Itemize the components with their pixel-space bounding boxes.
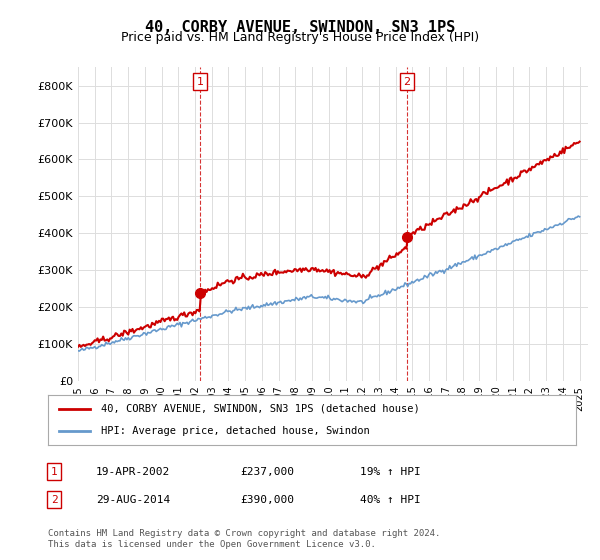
Text: Price paid vs. HM Land Registry's House Price Index (HPI): Price paid vs. HM Land Registry's House … bbox=[121, 31, 479, 44]
Text: 19% ↑ HPI: 19% ↑ HPI bbox=[360, 466, 421, 477]
Text: 19-APR-2002: 19-APR-2002 bbox=[96, 466, 170, 477]
Text: Contains HM Land Registry data © Crown copyright and database right 2024.
This d: Contains HM Land Registry data © Crown c… bbox=[48, 529, 440, 549]
Text: 1: 1 bbox=[50, 466, 58, 477]
Text: 40, CORBY AVENUE, SWINDON, SN3 1PS: 40, CORBY AVENUE, SWINDON, SN3 1PS bbox=[145, 20, 455, 35]
Text: 1: 1 bbox=[197, 77, 203, 87]
Text: 29-AUG-2014: 29-AUG-2014 bbox=[96, 494, 170, 505]
Text: HPI: Average price, detached house, Swindon: HPI: Average price, detached house, Swin… bbox=[101, 426, 370, 436]
Text: 2: 2 bbox=[403, 77, 410, 87]
Text: £237,000: £237,000 bbox=[240, 466, 294, 477]
Text: £390,000: £390,000 bbox=[240, 494, 294, 505]
Text: 40, CORBY AVENUE, SWINDON, SN3 1PS (detached house): 40, CORBY AVENUE, SWINDON, SN3 1PS (deta… bbox=[101, 404, 419, 414]
Text: 40% ↑ HPI: 40% ↑ HPI bbox=[360, 494, 421, 505]
Text: 2: 2 bbox=[50, 494, 58, 505]
